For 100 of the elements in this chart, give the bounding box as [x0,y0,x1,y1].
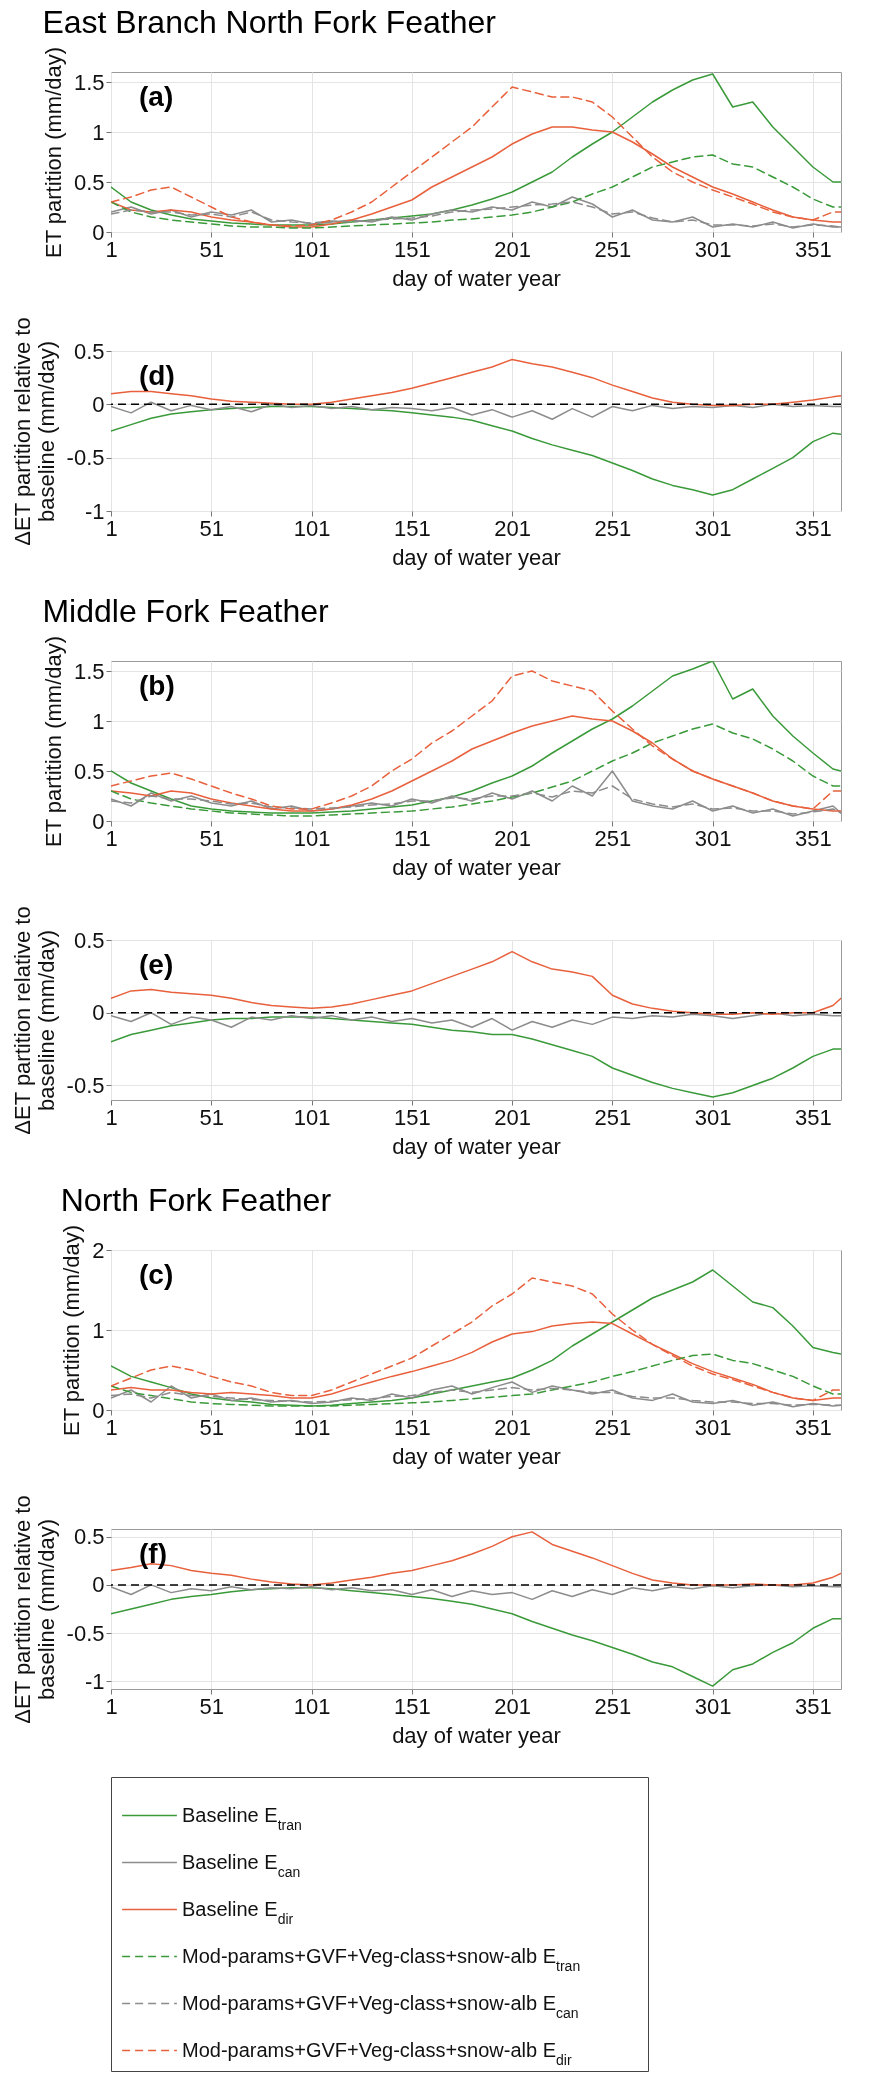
x-tick-label: 251 [594,515,632,541]
x-tick-label: 201 [494,1414,531,1440]
y-tick-label: 0.5 [73,927,105,953]
y-tick-label: 0.5 [73,338,105,364]
y-tick-label: 1.5 [73,658,105,684]
x-tick-label: 301 [694,825,732,851]
x-tick-label: 201 [494,825,531,851]
x-axis-title: day of water year [392,265,561,291]
x-tick-label: 101 [293,1414,331,1440]
x-tick-label: 301 [694,236,732,262]
y-tick-label: 0 [92,1000,105,1026]
chart-title: Middle Fork Feather [42,593,330,630]
line-series [111,1531,841,1586]
x-tick-label: 251 [594,1104,632,1130]
x-tick-label: 101 [293,515,331,541]
y-tick-label: 0 [92,1397,105,1423]
y-tick-label: 1 [92,1317,105,1343]
y-tick-label: 0 [92,391,105,417]
y-tick-label: -1 [84,498,105,524]
x-tick-label: 151 [393,236,431,262]
y-tick-label: 1 [92,119,105,145]
y-axis-title: ET partition (mm/day) [40,46,66,259]
x-tick-label: 151 [393,1104,431,1130]
x-tick-label: 101 [293,825,331,851]
line-series [111,1016,841,1098]
annotation: (a) [139,81,174,112]
x-tick-label: 301 [694,515,732,541]
y-tick-label: 0.5 [73,169,105,195]
x-tick-label: 301 [694,1414,732,1440]
y-tick-label: 2 [92,1237,105,1263]
legend-label: Mod-params+GVF+Veg-class+snow-alb E$_{tran}$ [182,1944,581,1974]
line-series [111,1587,841,1687]
x-tick-label: 201 [494,236,531,262]
annotation: (f) [139,1538,167,1569]
x-tick-label: 251 [594,236,632,262]
x-tick-label: 101 [293,1693,331,1719]
y-tick-label: -0.5 [66,1072,105,1098]
chart-title: East Branch North Fork Feather [42,4,497,41]
line-series [111,950,841,1015]
y-tick-label: -1 [84,1668,105,1694]
y-tick-label: 0 [92,808,105,834]
y-axis-title: ΔET partition relative to baseline (mm/day) [9,1495,59,1724]
legend-label: Baseline E$_{tran}$ [182,1803,302,1833]
x-tick-label: 151 [393,1693,431,1719]
x-tick-label: 351 [795,236,832,262]
line-series [111,1011,841,1031]
x-axis-title: day of water year [392,1443,561,1469]
x-tick-label: 51 [199,1414,225,1440]
y-tick-label: -0.5 [66,1620,105,1646]
annotation: (b) [139,670,175,701]
x-tick-label: 251 [594,1414,632,1440]
x-tick-label: 151 [393,515,431,541]
line-series [111,401,841,421]
annotation: (c) [139,1259,174,1290]
y-axis-title: ΔET partition relative to baseline (mm/day) [9,906,59,1135]
x-tick-label: 51 [199,825,225,851]
x-tick-label: 201 [494,1693,531,1719]
chart-title: North Fork Feather [60,1182,332,1219]
y-tick-label: 0.5 [73,1524,105,1550]
legend-label: Baseline E$_{dir}$ [182,1897,294,1927]
y-axis-title: ΔET partition relative to baseline (mm/day) [9,317,59,546]
x-tick-label: 51 [199,236,225,262]
x-tick-label: 201 [494,515,531,541]
x-axis-title: day of water year [392,854,561,880]
y-axis-title: ET partition (mm/day) [59,1224,85,1437]
x-tick-label: 201 [494,1104,531,1130]
x-tick-label: 151 [393,825,431,851]
y-tick-label: 1 [92,708,105,734]
x-axis-title: day of water year [392,544,561,570]
x-tick-label: 351 [795,1693,832,1719]
legend-label: Baseline E$_{can}$ [182,1850,301,1880]
x-tick-label: 251 [594,825,632,851]
x-tick-label: 301 [694,1693,732,1719]
x-tick-label: 351 [795,1104,832,1130]
x-tick-label: 351 [795,825,832,851]
x-tick-label: 351 [795,1414,832,1440]
y-axis-title: ET partition (mm/day) [40,635,66,848]
x-tick-label: 351 [795,515,832,541]
x-tick-label: 301 [694,1104,732,1130]
x-tick-label: 151 [393,1414,431,1440]
x-axis-title: day of water year [392,1133,561,1159]
line-series [111,405,841,496]
x-tick-label: 51 [199,1693,225,1719]
annotation: (d) [139,360,175,391]
x-axis-title: day of water year [392,1722,561,1748]
y-tick-label: 0 [92,219,105,245]
x-tick-label: 51 [199,1104,225,1130]
x-tick-label: 101 [293,1104,331,1130]
line-series [111,358,841,407]
x-tick-label: 51 [199,515,225,541]
legend-label: Mod-params+GVF+Veg-class+snow-alb E$_{dir}$ [182,2038,572,2068]
x-tick-label: 251 [594,1693,632,1719]
y-tick-label: 0.5 [73,758,105,784]
annotation: (e) [139,949,174,980]
y-tick-label: 0 [92,1572,105,1598]
y-tick-label: 1.5 [73,69,105,95]
y-tick-label: -0.5 [66,445,105,471]
x-tick-label: 101 [293,236,331,262]
line-series [111,1584,841,1601]
legend-label: Mod-params+GVF+Veg-class+snow-alb E$_{can}$ [182,1991,579,2021]
